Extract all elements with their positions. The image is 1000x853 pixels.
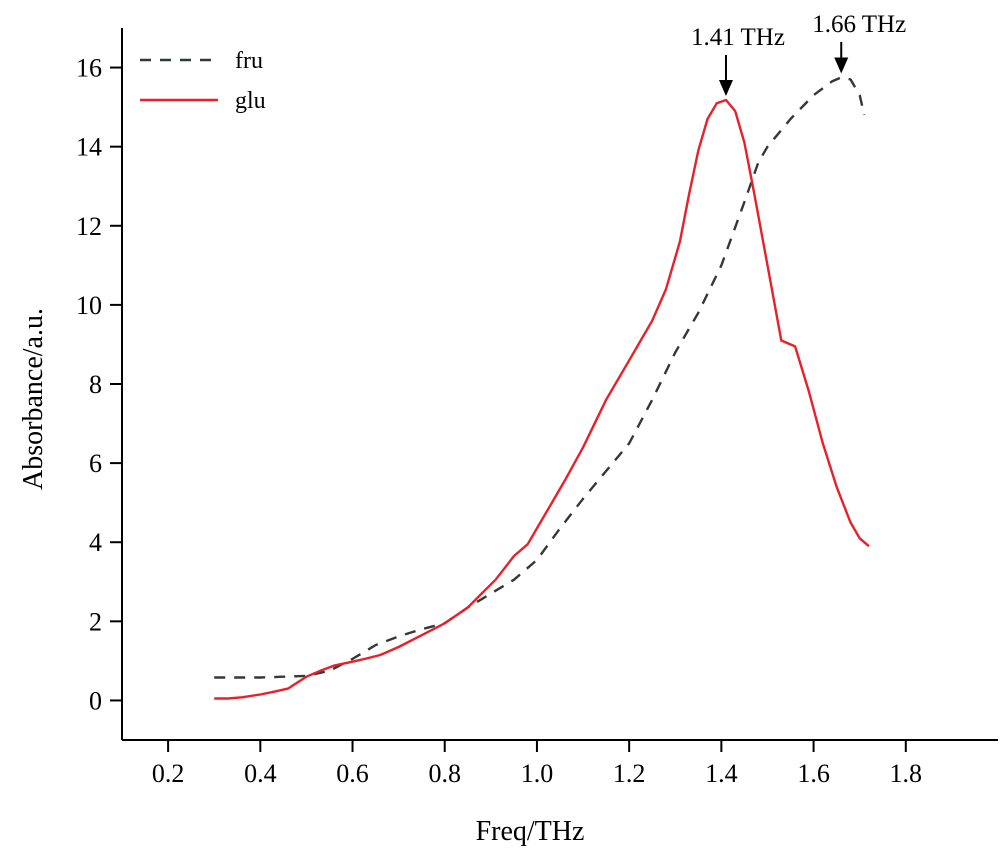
annotations: 1.41 THz 1.66 THz [691, 11, 906, 96]
series-line-fru [214, 76, 866, 679]
y-tick-label: 12 [76, 212, 102, 241]
peak-arrowhead-fru [834, 57, 849, 74]
x-tick-label: 1.0 [521, 759, 554, 788]
y-ticks: 0 2 4 6 8 10 12 14 16 [76, 54, 122, 715]
x-axis-title: Freq/THz [476, 816, 585, 847]
x-tick-label: 0.6 [336, 759, 369, 788]
y-tick-label: 8 [89, 370, 102, 399]
x-tick-label: 0.2 [152, 759, 185, 788]
y-tick-label: 10 [76, 291, 102, 320]
x-tick-label: 1.6 [797, 759, 830, 788]
x-tick-label: 1.2 [613, 759, 646, 788]
x-ticks: 0.2 0.4 0.6 0.8 1.0 1.2 1.4 1.6 1.8 [152, 740, 922, 788]
legend-label-glu: glu [235, 88, 266, 114]
y-tick-label: 16 [76, 54, 102, 83]
y-tick-label: 0 [89, 686, 102, 715]
y-tick-label: 4 [89, 528, 102, 557]
y-tick-label: 2 [89, 607, 102, 636]
y-tick-label: 14 [76, 133, 102, 162]
x-tick-label: 0.4 [244, 759, 277, 788]
legend-label-fru: fru [235, 48, 263, 74]
series-line-glu [214, 98, 870, 700]
x-tick-label: 0.8 [428, 759, 461, 788]
legend: fru glu [140, 48, 266, 114]
peak-label-glu: 1.41 THz [691, 24, 785, 51]
y-axis-title: Absorbance/a.u. [18, 308, 49, 490]
y-tick-label: 6 [89, 449, 102, 478]
peak-arrowhead-glu [718, 79, 733, 96]
axes-layer [121, 28, 998, 741]
peak-label-fru: 1.66 THz [812, 11, 906, 38]
x-tick-label: 1.4 [705, 759, 738, 788]
series-layer [214, 76, 870, 700]
x-tick-label: 1.8 [890, 759, 923, 788]
